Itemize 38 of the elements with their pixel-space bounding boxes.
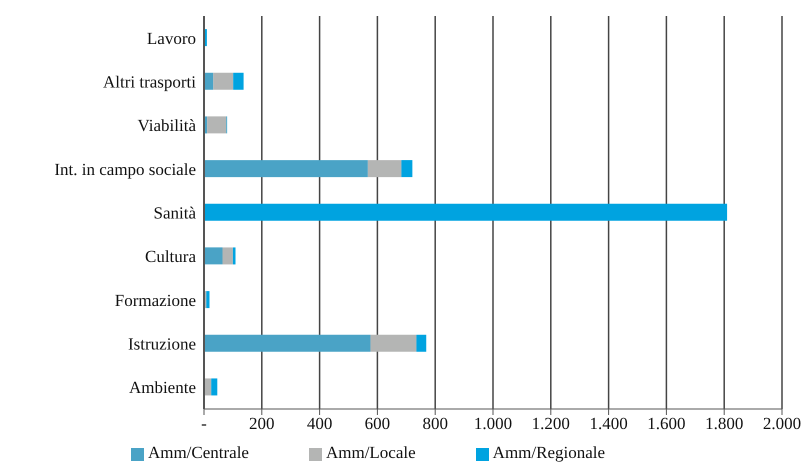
bar bbox=[204, 160, 368, 178]
bar bbox=[233, 72, 244, 90]
y-tick-label: Sanità bbox=[154, 204, 196, 223]
x-tick-label: 2.000 bbox=[762, 414, 802, 434]
x-tick-label: 1.000 bbox=[474, 414, 512, 434]
bar bbox=[207, 116, 227, 134]
x-tick-label: - bbox=[201, 414, 208, 434]
bar bbox=[222, 247, 233, 264]
x-tick-label: 800 bbox=[422, 414, 448, 434]
y-tick-label: Ambiente bbox=[128, 378, 196, 398]
bar bbox=[204, 334, 370, 352]
y-tick-label: Int. in campo sociale bbox=[54, 160, 196, 179]
legend-label: Amm/Locale bbox=[326, 443, 416, 462]
y-tick-label: Altri trasporti bbox=[102, 72, 196, 92]
bar bbox=[401, 160, 412, 178]
y-tick-label: Istruzione bbox=[128, 334, 196, 354]
legend-label: Amm/Regionale bbox=[492, 443, 606, 462]
legend-label: Amm/Centrale bbox=[148, 443, 249, 462]
bar bbox=[368, 160, 402, 178]
x-tick-label: 1.200 bbox=[532, 414, 570, 434]
bar bbox=[204, 247, 222, 264]
x-tick-label: 1.600 bbox=[647, 414, 686, 434]
bar bbox=[211, 378, 218, 396]
bar bbox=[232, 247, 236, 264]
x-tick-label: 1.800 bbox=[705, 414, 744, 434]
bar bbox=[206, 291, 210, 308]
bar bbox=[204, 204, 728, 221]
x-tick-label: 600 bbox=[364, 414, 390, 434]
x-tick-label: 1.400 bbox=[589, 414, 628, 434]
y-tick-label: Formazione bbox=[114, 290, 196, 310]
bar bbox=[370, 334, 416, 352]
y-tick-label: Viabilità bbox=[138, 116, 196, 136]
x-tick-label: 400 bbox=[306, 414, 332, 434]
y-tick-label: Cultura bbox=[145, 247, 196, 266]
x-tick-label: 200 bbox=[249, 414, 275, 434]
bar bbox=[416, 334, 426, 352]
bar bbox=[213, 72, 234, 90]
y-tick-label: Lavoro bbox=[146, 28, 196, 48]
